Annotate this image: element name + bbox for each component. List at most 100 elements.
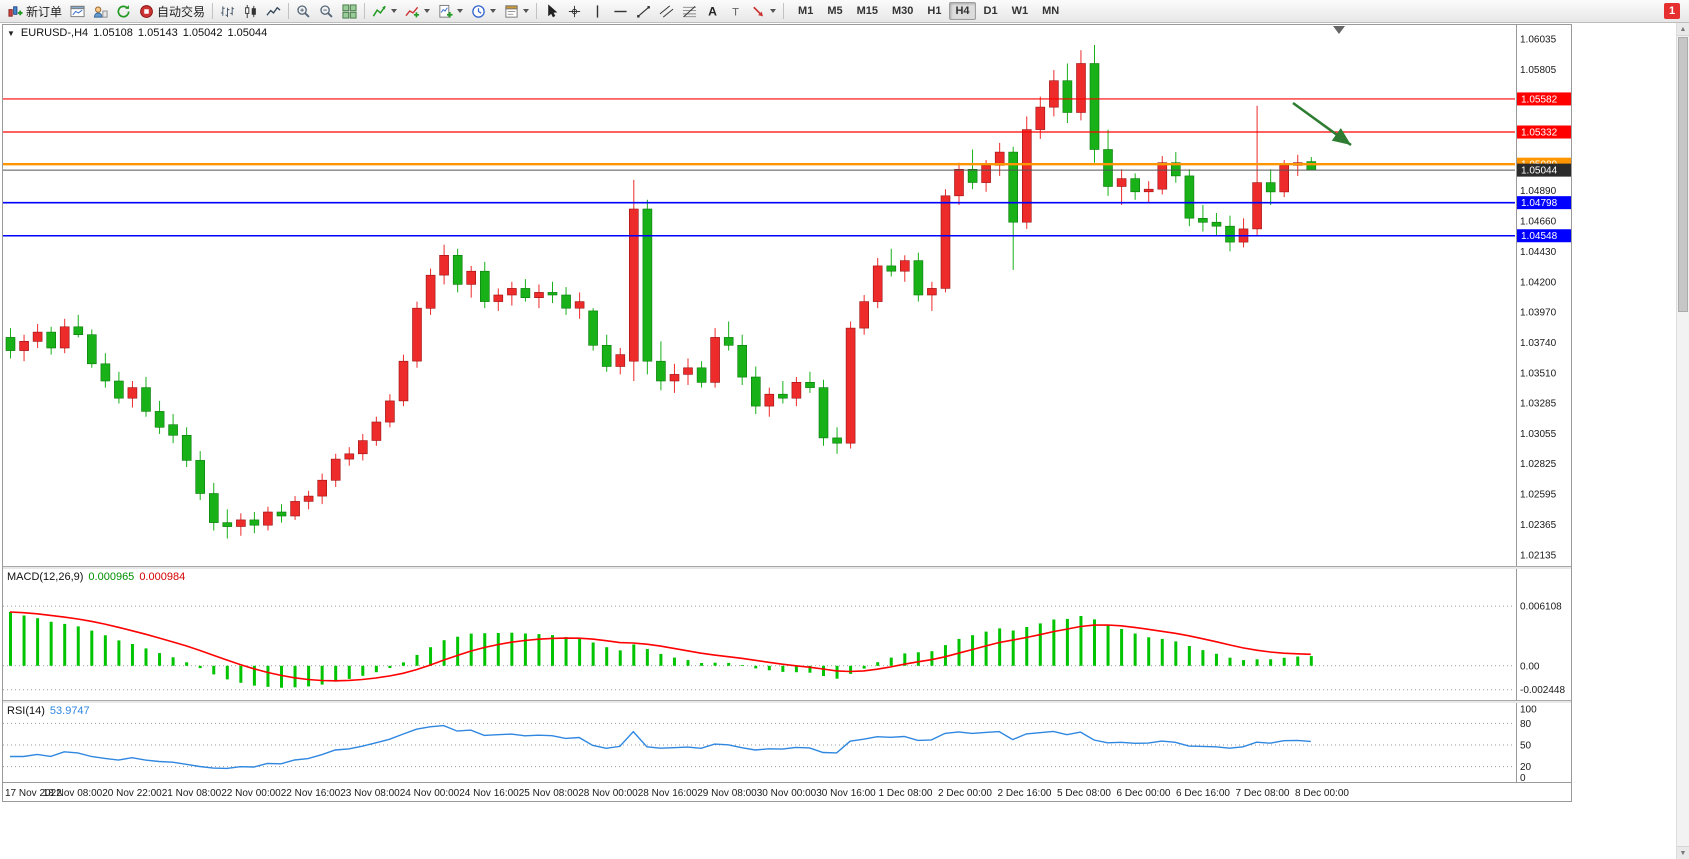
svg-text:25 Nov 08:00: 25 Nov 08:00 bbox=[519, 788, 579, 799]
rsi-line bbox=[10, 724, 1311, 770]
alert-count-badge[interactable]: 1 bbox=[1664, 3, 1680, 19]
chart-open-value: 1.05108 bbox=[93, 27, 133, 39]
channel-tool-button[interactable] bbox=[655, 1, 678, 21]
svg-text:1.03970: 1.03970 bbox=[1520, 308, 1557, 319]
arrow-object-icon bbox=[751, 4, 766, 19]
svg-text:1.02365: 1.02365 bbox=[1520, 520, 1557, 531]
svg-text:1.04660: 1.04660 bbox=[1520, 216, 1557, 227]
macd-name-label: MACD(12,26,9) bbox=[7, 571, 84, 583]
macd-canvas[interactable]: 0.006108 0.00 -0.002448 bbox=[3, 569, 1571, 700]
label-tool-button[interactable]: T bbox=[724, 1, 747, 21]
toolbar-separator bbox=[288, 3, 290, 19]
svg-text:0.00: 0.00 bbox=[1520, 661, 1540, 672]
timeframe-m30-button[interactable]: M30 bbox=[892, 5, 914, 17]
svg-text:2 Dec 00:00: 2 Dec 00:00 bbox=[938, 788, 992, 799]
text-tool-button[interactable]: A bbox=[701, 1, 724, 21]
line-chart-mode-button[interactable] bbox=[262, 1, 285, 21]
svg-text:0.006108: 0.006108 bbox=[1520, 602, 1562, 613]
chart-low-value: 1.05042 bbox=[182, 27, 223, 39]
svg-text:20: 20 bbox=[1520, 762, 1532, 773]
candlestick-series bbox=[5, 45, 1317, 539]
trend-arrow-object[interactable] bbox=[1292, 101, 1352, 147]
price-axis-labels[interactable]: 1.06035 1.05805 1.04890 1.04660 1.04430 1.042… bbox=[1520, 35, 1557, 562]
candle-chart-mode-button[interactable] bbox=[239, 1, 262, 21]
scrollbar-up-arrow-icon[interactable]: ▲ bbox=[1677, 23, 1689, 36]
refresh-button[interactable] bbox=[112, 1, 135, 21]
bar-chart-mode-button[interactable] bbox=[216, 1, 239, 21]
refresh-icon bbox=[116, 4, 131, 19]
pane-splitter-1[interactable] bbox=[3, 566, 1571, 569]
periods-button[interactable] bbox=[467, 1, 500, 21]
bid-price-line: 1.05044 bbox=[3, 163, 1571, 177]
macd-histogram bbox=[9, 612, 1313, 688]
templates-button[interactable] bbox=[500, 1, 533, 21]
trendline-tool-button[interactable] bbox=[632, 1, 655, 21]
indicators-list-button[interactable] bbox=[368, 1, 401, 21]
rsi-pane: 100 80 50 20 0 RSI(14) 53.9747 bbox=[3, 703, 1571, 782]
crosshair-tool-button[interactable] bbox=[563, 1, 586, 21]
svg-text:2 Dec 16:00: 2 Dec 16:00 bbox=[998, 788, 1052, 799]
timeframe-m1-button[interactable]: M1 bbox=[798, 5, 814, 17]
zoom-out-button[interactable] bbox=[315, 1, 338, 21]
toolbar-separator bbox=[536, 3, 538, 19]
line-chart-icon bbox=[266, 4, 281, 19]
fibonacci-tool-button[interactable] bbox=[678, 1, 701, 21]
new-order-button[interactable]: 新订单 bbox=[4, 1, 66, 21]
timeframe-d1-button[interactable]: D1 bbox=[983, 5, 998, 17]
chart-collapse-icon[interactable]: ▼ bbox=[7, 28, 15, 38]
profiles-button[interactable] bbox=[89, 1, 112, 21]
timeframe-mn-button[interactable]: MN bbox=[1042, 5, 1060, 17]
zoom-in-button[interactable] bbox=[292, 1, 315, 21]
workspace: 1.06035 1.05805 1.04890 1.04660 1.04430 1.042… bbox=[0, 23, 1689, 859]
vertical-scrollbar[interactable]: ▲ ▼ bbox=[1676, 23, 1689, 859]
main-chart-canvas[interactable]: 1.06035 1.05805 1.04890 1.04660 1.04430 1.042… bbox=[3, 25, 1571, 566]
timeframe-m5-button[interactable]: M5 bbox=[827, 5, 843, 17]
timeframe-m15-button[interactable]: M15 bbox=[856, 5, 878, 17]
vertical-line-tool-button[interactable] bbox=[586, 1, 609, 21]
svg-text:1.05805: 1.05805 bbox=[1520, 65, 1557, 76]
horizontal-line-icon bbox=[613, 4, 628, 19]
pane-splitter-2[interactable] bbox=[3, 700, 1571, 703]
svg-text:6 Dec 00:00: 6 Dec 00:00 bbox=[1117, 788, 1171, 799]
autotrading-button[interactable]: 自动交易 bbox=[135, 1, 209, 21]
zoom-out-icon bbox=[319, 4, 334, 19]
toolbar-separator bbox=[364, 3, 366, 19]
chart-shift-marker[interactable] bbox=[1333, 26, 1345, 34]
channel-icon bbox=[659, 4, 674, 19]
svg-text:18 Nov 08:00: 18 Nov 08:00 bbox=[43, 788, 103, 799]
cursor-tool-button[interactable] bbox=[540, 1, 563, 21]
svg-text:1.04430: 1.04430 bbox=[1520, 247, 1557, 258]
svg-text:28 Nov 16:00: 28 Nov 16:00 bbox=[638, 788, 698, 799]
autotrading-icon bbox=[139, 4, 154, 19]
macd-signal-value: 0.000984 bbox=[139, 571, 186, 583]
toolbar-separator bbox=[212, 3, 214, 19]
timeframe-w1-button[interactable]: W1 bbox=[1011, 5, 1029, 17]
new-chart-button[interactable] bbox=[434, 1, 467, 21]
timeframe-h1-button[interactable]: H1 bbox=[927, 5, 942, 17]
timeframe-h4-button[interactable]: H4 bbox=[949, 2, 976, 20]
svg-text:21 Nov 08:00: 21 Nov 08:00 bbox=[162, 788, 222, 799]
charts-window-button[interactable] bbox=[66, 1, 89, 21]
new-order-icon bbox=[8, 4, 23, 19]
rsi-canvas[interactable]: 100 80 50 200 bbox=[3, 703, 1571, 782]
svg-text:A: A bbox=[708, 4, 717, 18]
svg-text:100: 100 bbox=[1520, 705, 1537, 716]
label-icon: T bbox=[728, 4, 743, 19]
scrollbar-thumb[interactable] bbox=[1678, 37, 1688, 312]
svg-text:1.04890: 1.04890 bbox=[1520, 186, 1557, 197]
rsi-value: 53.9747 bbox=[49, 705, 90, 717]
arrows-tool-button[interactable] bbox=[747, 1, 780, 21]
svg-text:1.02135: 1.02135 bbox=[1520, 551, 1557, 562]
add-indicator-button[interactable] bbox=[401, 1, 434, 21]
time-axis[interactable]: 17 Nov 2022 18 Nov 08:00 20 Nov 22:00 21 No… bbox=[3, 782, 1571, 800]
tile-windows-button[interactable] bbox=[338, 1, 361, 21]
dropdown-caret-icon bbox=[523, 9, 530, 13]
horizontal-line-tool-button[interactable] bbox=[609, 1, 632, 21]
svg-text:1.04798: 1.04798 bbox=[1521, 198, 1558, 209]
svg-text:1.04548: 1.04548 bbox=[1521, 231, 1558, 242]
scrollbar-down-arrow-icon[interactable]: ▼ bbox=[1677, 846, 1689, 859]
svg-text:1.05044: 1.05044 bbox=[1521, 166, 1558, 177]
dropdown-caret-icon bbox=[770, 9, 777, 13]
